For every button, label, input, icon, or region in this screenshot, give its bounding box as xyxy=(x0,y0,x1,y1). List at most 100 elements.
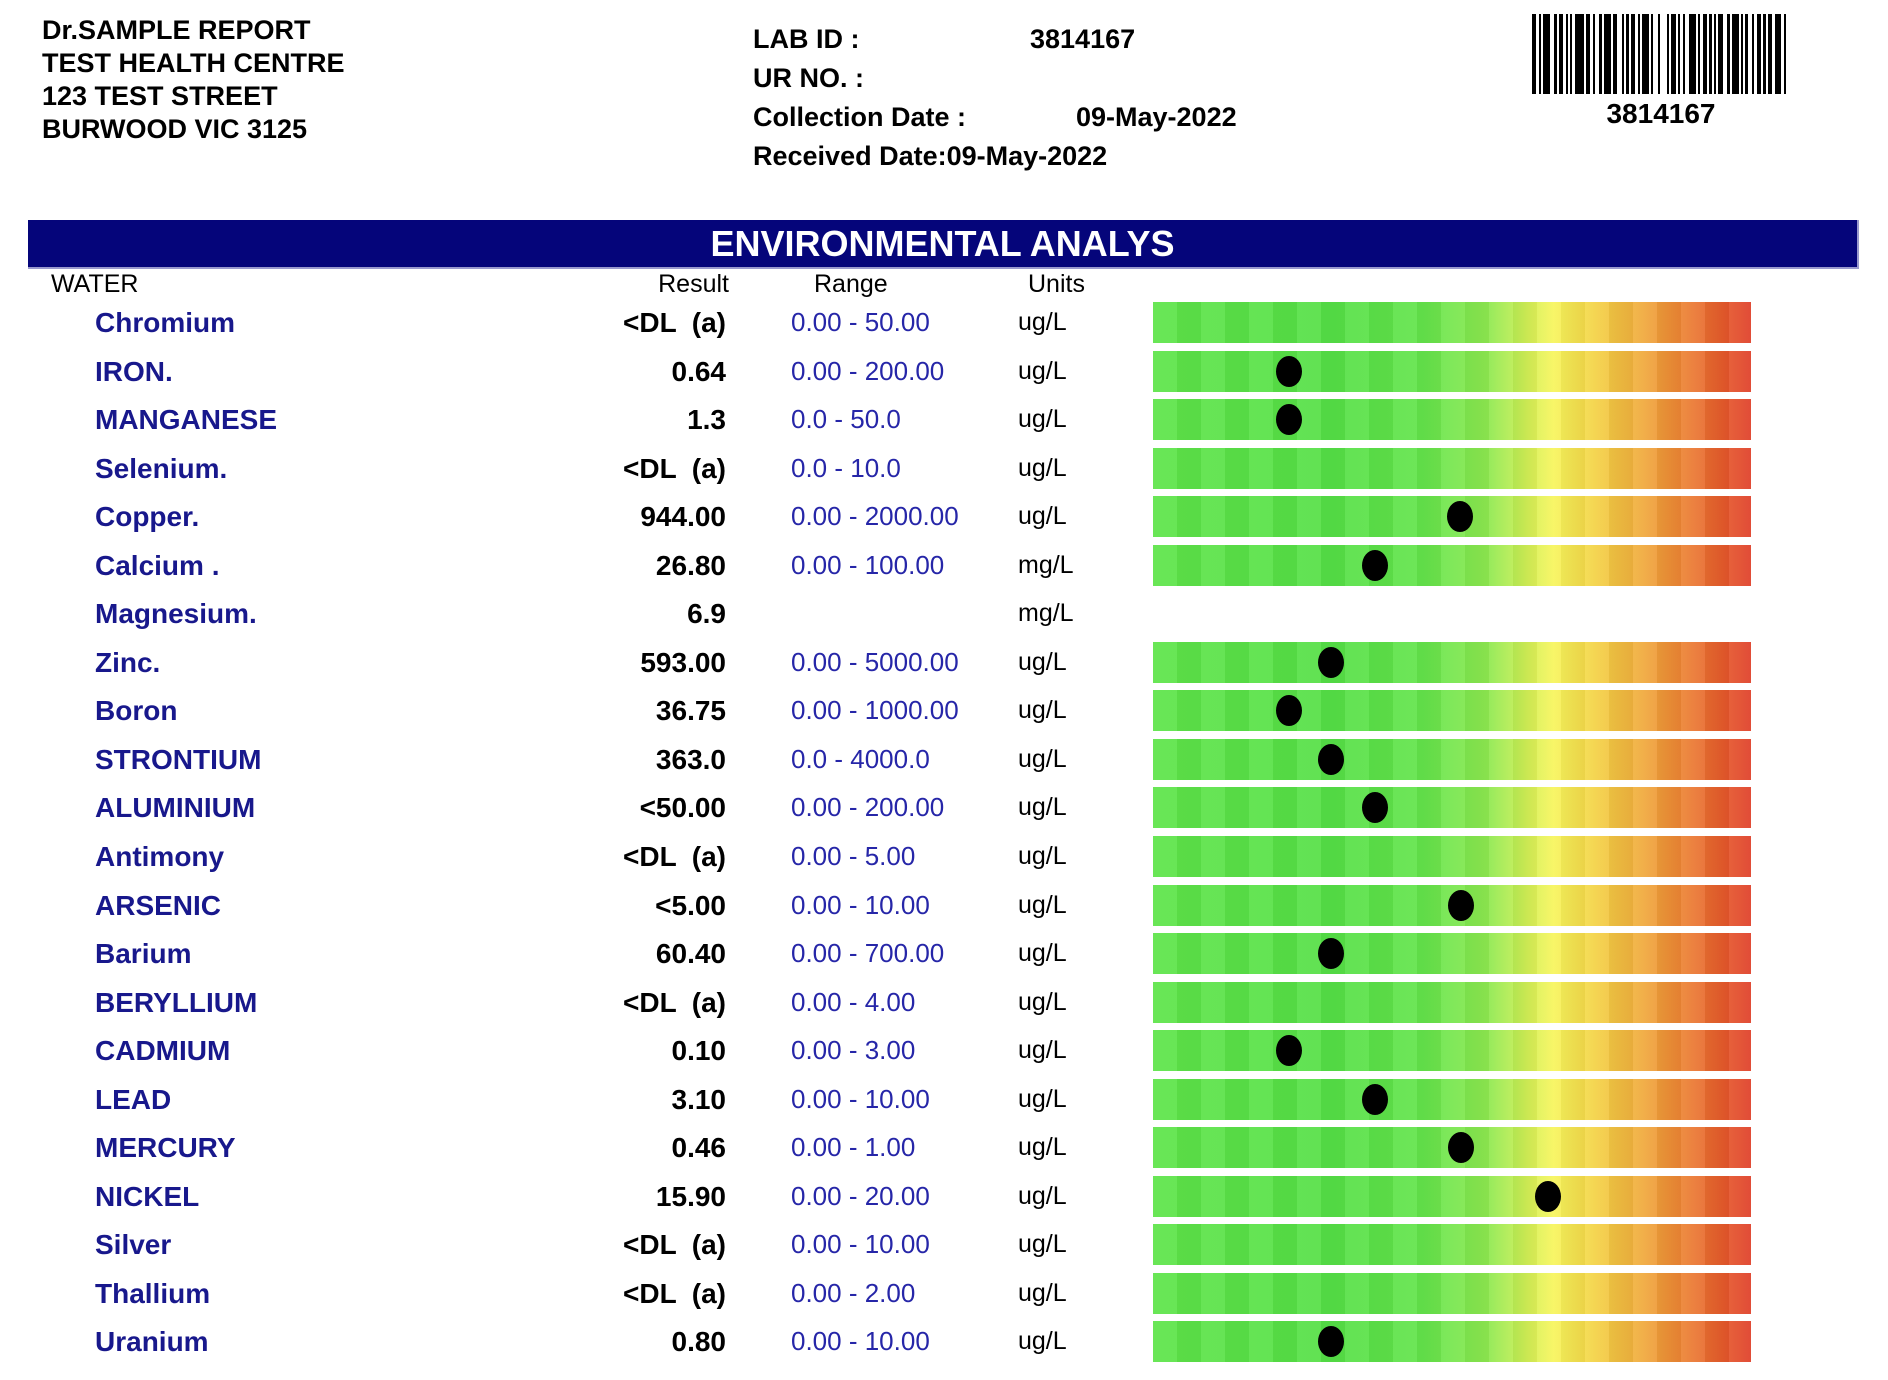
gradient-segment-overlay xyxy=(1153,1321,1751,1363)
ur-no-label: UR NO. : xyxy=(753,63,864,93)
result-value: 3.10 xyxy=(671,1083,727,1115)
table-row: NICKEL 15.90 0.00 - 20.00 ug/L xyxy=(0,1175,1888,1225)
result-value: 593.00 xyxy=(640,646,726,678)
reference-gradient-bar xyxy=(1153,350,1751,392)
result-value: <5.00 xyxy=(655,889,726,921)
barcode-stripe xyxy=(1752,14,1755,94)
units-value: ug/L xyxy=(1018,1084,1067,1113)
range-value: 0.00 - 10.00 xyxy=(791,1083,930,1114)
barcode-stripe xyxy=(1549,14,1555,94)
gradient-segment-overlay xyxy=(1153,836,1751,878)
barcode-stripe xyxy=(1745,14,1748,94)
barcode-stripe xyxy=(1675,14,1678,94)
table-row: MERCURY 0.46 0.00 - 1.00 ug/L xyxy=(0,1127,1888,1176)
barcode-stripe xyxy=(1729,14,1732,94)
reference-gradient-bar xyxy=(1153,1224,1751,1266)
barcode xyxy=(1532,14,1791,94)
reference-gradient-bar xyxy=(1153,302,1751,343)
table-row: MANGANESE 1.3 0.0 - 50.0 ug/L xyxy=(0,399,1888,448)
gradient-segment-overlay xyxy=(1153,544,1751,586)
result-marker-dot xyxy=(1361,792,1388,824)
units-value: ug/L xyxy=(1018,744,1067,773)
units-value: ug/L xyxy=(1018,502,1067,531)
barcode-stripe xyxy=(1772,14,1775,94)
analyte-name: Zinc. xyxy=(95,646,161,678)
barcode-stripe xyxy=(1570,14,1573,94)
barcode-stripe xyxy=(1711,14,1714,94)
gradient-segment-overlay xyxy=(1153,981,1751,1023)
barcode-stripe xyxy=(1680,14,1683,94)
barcode-stripe xyxy=(1666,14,1670,94)
range-value: 0.00 - 100.00 xyxy=(791,549,945,580)
table-row: ALUMINIUM <50.00 0.00 - 200.00 ug/L xyxy=(0,787,1888,836)
result-value: 1.3 xyxy=(687,404,726,436)
result-marker-dot xyxy=(1318,1326,1345,1358)
result-value: 0.10 xyxy=(671,1035,727,1067)
barcode-stripe xyxy=(1783,14,1786,94)
analyte-name: Antimony xyxy=(95,841,225,873)
result-marker-dot xyxy=(1318,646,1345,678)
barcode-stripe xyxy=(1731,14,1739,94)
reference-gradient-bar xyxy=(1153,1272,1751,1314)
barcode-stripe xyxy=(1574,14,1584,94)
result-value: 0.46 xyxy=(671,1132,727,1164)
units-value: ug/L xyxy=(1018,1278,1067,1307)
received-date-value: 09-May-2022 xyxy=(946,141,1108,171)
section-title: ENVIRONMENTAL ANALYS xyxy=(710,223,1175,264)
table-row: Barium 60.40 0.00 - 700.00 ug/L xyxy=(0,933,1888,982)
range-value: 0.0 - 50.0 xyxy=(791,404,901,435)
units-value: ug/L xyxy=(1018,939,1067,968)
barcode-stripe xyxy=(1774,14,1782,94)
barcode-stripe xyxy=(1747,14,1753,94)
gradient-segment-overlay xyxy=(1153,447,1751,489)
barcode-stripe xyxy=(1743,14,1746,94)
range-value: 0.00 - 10.00 xyxy=(791,889,930,920)
table-row: ARSENIC <5.00 0.00 - 10.00 ug/L xyxy=(0,884,1888,934)
barcode-stripe xyxy=(1722,14,1728,94)
barcode-stripe xyxy=(1682,14,1685,94)
range-value: 0.00 - 1.00 xyxy=(791,1132,916,1163)
reference-gradient-bar xyxy=(1153,496,1751,538)
analyte-name: Thallium xyxy=(95,1277,211,1309)
barcode-stripe xyxy=(1707,14,1710,94)
analyte-name: MANGANESE xyxy=(95,404,278,436)
result-value: <DL (a) xyxy=(623,452,726,484)
barcode-stripe xyxy=(1563,14,1566,94)
analyte-name: Boron xyxy=(95,695,178,727)
result-value: 15.90 xyxy=(655,1180,726,1212)
barcode-stripe xyxy=(1698,14,1701,94)
ur-no-line: UR NO. : xyxy=(753,59,1107,98)
table-row: Zinc. 593.00 0.00 - 5000.00 ug/L xyxy=(0,641,1888,691)
reference-gradient-bar xyxy=(1153,447,1751,489)
result-marker-dot xyxy=(1276,355,1303,387)
barcode-stripe xyxy=(1536,14,1539,94)
barcode-stripe xyxy=(1592,14,1595,94)
gradient-segment-overlay xyxy=(1153,933,1751,975)
analyte-name: ALUMINIUM xyxy=(95,792,256,824)
barcode-stripe xyxy=(1639,14,1643,94)
reference-gradient-bar xyxy=(1153,787,1751,829)
barcode-stripe xyxy=(1594,14,1600,94)
analyte-name: Selenium. xyxy=(95,452,228,484)
barcode-stripe xyxy=(1684,14,1690,94)
analyte-name: Uranium xyxy=(95,1326,209,1358)
barcode-stripe xyxy=(1716,14,1719,94)
units-value: ug/L xyxy=(1018,647,1067,676)
result-marker-dot xyxy=(1535,1180,1562,1212)
result-value: <DL (a) xyxy=(623,1277,726,1309)
barcode-stripe xyxy=(1754,14,1757,94)
result-marker-dot xyxy=(1361,549,1388,581)
range-value: 0.00 - 200.00 xyxy=(791,792,945,823)
barcode-stripe xyxy=(1727,14,1730,94)
received-date-label: Received Date: xyxy=(753,141,947,171)
units-value: ug/L xyxy=(1018,842,1067,871)
provider-address-block: Dr.SAMPLE REPORT TEST HEALTH CENTRE 123 … xyxy=(42,14,345,146)
table-row: BERYLLIUM <DL (a) 0.00 - 4.00 ug/L xyxy=(0,981,1888,1031)
gradient-segment-overlay xyxy=(1153,1224,1751,1266)
barcode-stripe xyxy=(1590,14,1593,94)
result-marker-dot xyxy=(1446,501,1473,533)
units-value: ug/L xyxy=(1018,1230,1067,1259)
units-value: ug/L xyxy=(1018,405,1067,434)
range-value: 0.00 - 10.00 xyxy=(791,1229,930,1260)
result-marker-dot xyxy=(1318,743,1345,775)
